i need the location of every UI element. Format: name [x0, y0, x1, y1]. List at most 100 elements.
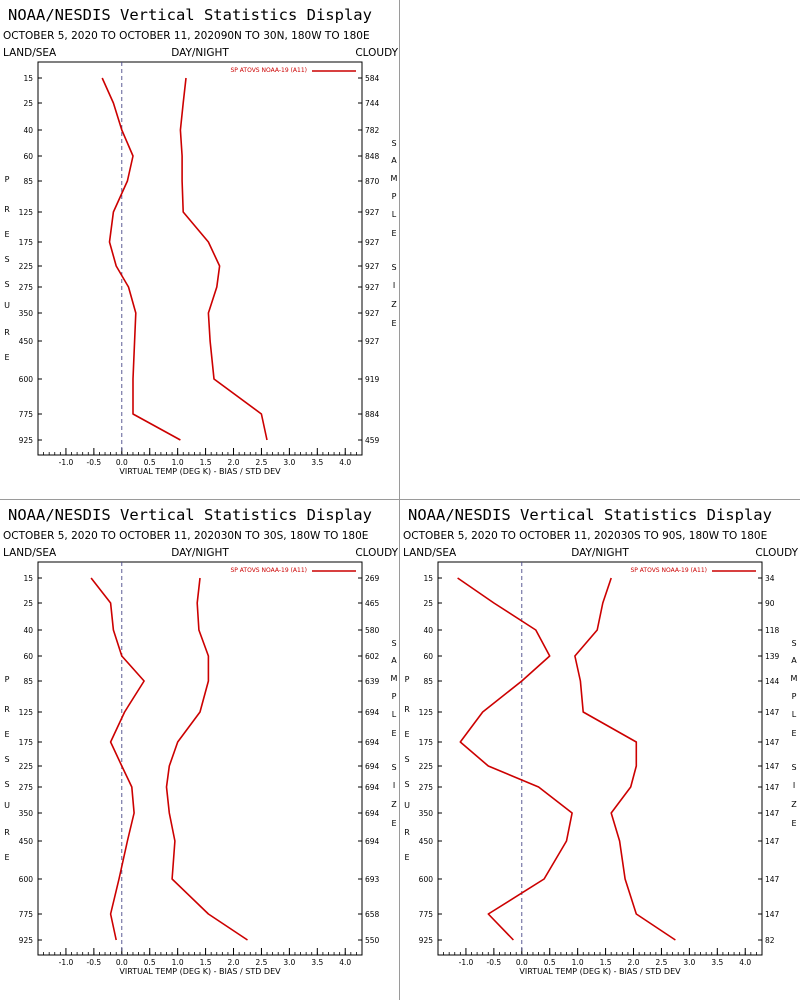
sample-size-label: 693 — [365, 875, 380, 884]
sample-size-label: 694 — [365, 809, 380, 818]
panel-divider-horizontal — [0, 499, 800, 500]
sample-size-label: 584 — [365, 74, 380, 83]
right-label-letter: A — [391, 656, 397, 665]
pressure-level-label: 60 — [423, 652, 433, 661]
sample-size-label: 658 — [365, 910, 380, 919]
pressure-level-label: 40 — [23, 626, 33, 635]
pressure-level-label: 925 — [19, 936, 34, 945]
x-tick-label: -0.5 — [87, 458, 102, 467]
ylabel-letter: S — [4, 280, 9, 289]
ylabel-letter: E — [4, 853, 9, 862]
sample-size-label: 459 — [365, 436, 380, 445]
sample-size-label: 118 — [765, 626, 780, 635]
ylabel-letter: P — [5, 675, 10, 684]
right-label-letter: S — [391, 263, 396, 272]
pressure-level-label: 15 — [23, 74, 33, 83]
x-tick-label: 3.0 — [283, 958, 295, 967]
pressure-level-label: 125 — [19, 708, 34, 717]
bias-series-line — [101, 77, 181, 441]
x-tick-label: 3.5 — [311, 958, 323, 967]
x-tick-label: 4.0 — [339, 958, 351, 967]
pressure-level-label: 85 — [23, 177, 33, 186]
pressure-level-label: 15 — [23, 574, 33, 583]
legend-label: SP ATOVS NOAA-19 (A11) — [230, 67, 307, 74]
sample-size-label: 144 — [765, 677, 780, 686]
ylabel-letter: E — [404, 730, 409, 739]
x-tick-label: 2.0 — [228, 458, 240, 467]
right-label-letter: I — [393, 781, 395, 790]
ylabel-letter: E — [4, 230, 9, 239]
plot-frame — [37, 561, 363, 956]
std-dev-series-line — [165, 577, 248, 941]
header-day-night: DAY/NIGHT — [171, 47, 229, 59]
pressure-level-label: 350 — [19, 809, 34, 818]
pressure-level-label: 775 — [419, 910, 434, 919]
right-label-letter: L — [392, 710, 397, 719]
bias-series-line — [90, 577, 145, 941]
sample-size-label: 147 — [765, 809, 780, 818]
pressure-level-label: 175 — [419, 738, 434, 747]
header-land-sea: LAND/SEA — [3, 47, 57, 59]
header-cloudy: CLOUDY — [355, 47, 398, 59]
subtitle-region: 30S TO 90S, 180W TO 180E — [621, 530, 768, 542]
x-tick-label: 2.5 — [255, 958, 267, 967]
sample-size-label: 870 — [365, 177, 380, 186]
x-tick-label: 3.5 — [311, 458, 323, 467]
x-tick-label: 0.0 — [116, 958, 128, 967]
x-tick-label: 0.5 — [544, 958, 556, 967]
sample-size-label: 550 — [365, 936, 380, 945]
sample-size-label: 147 — [765, 910, 780, 919]
vertical-stats-chart: NOAA/NESDIS Vertical Statistics Display O… — [3, 6, 399, 476]
right-label-letter: E — [391, 819, 396, 828]
right-label-letter: P — [392, 692, 397, 701]
pressure-level-label: 450 — [419, 837, 434, 846]
right-label-letter: P — [392, 192, 397, 201]
vertical-stats-panel-north: NOAA/NESDIS Vertical Statistics Display O… — [0, 0, 400, 500]
sample-size-label: 782 — [365, 126, 380, 135]
sample-size-label: 927 — [365, 309, 380, 318]
ylabel-letter: R — [404, 828, 410, 837]
sample-size-label: 139 — [765, 652, 780, 661]
x-tick-label: -1.0 — [59, 458, 74, 467]
sample-size-label: 919 — [365, 375, 380, 384]
right-label-letter: L — [392, 210, 397, 219]
legend-label: SP ATOVS NOAA-19 (A11) — [230, 567, 307, 574]
right-label-letter: P — [792, 692, 797, 701]
sample-size-label: 269 — [365, 574, 380, 583]
pressure-level-label: 275 — [19, 783, 34, 792]
header-cloudy: CLOUDY — [355, 547, 398, 559]
x-tick-label: 1.5 — [200, 458, 212, 467]
pressure-level-label: 450 — [19, 837, 34, 846]
sample-size-label: 694 — [365, 762, 380, 771]
right-label-letter: I — [393, 281, 395, 290]
right-label-letter: Z — [391, 800, 397, 809]
bias-series-line — [457, 577, 573, 941]
std-dev-series-line — [179, 77, 268, 441]
pressure-level-label: 775 — [19, 410, 34, 419]
x-tick-label: 1.0 — [572, 958, 584, 967]
right-label-letter: E — [391, 319, 396, 328]
ylabel-letter: U — [4, 801, 10, 810]
sample-size-label: 694 — [365, 783, 380, 792]
x-tick-label: 0.0 — [516, 958, 528, 967]
right-label-letter: E — [791, 729, 796, 738]
x-tick-label: 0.5 — [144, 458, 156, 467]
pressure-level-label: 60 — [23, 152, 33, 161]
sample-size-label: 927 — [365, 262, 380, 271]
header-cloudy: CLOUDY — [755, 547, 798, 559]
right-label-letter: M — [391, 174, 398, 183]
sample-size-label: 927 — [365, 238, 380, 247]
x-tick-label: -1.0 — [59, 958, 74, 967]
chart-subtitle: OCTOBER 5, 2020 TO OCTOBER 11, 202090N T… — [3, 30, 370, 42]
x-axis-label: VIRTUAL TEMP (DEG K) - BIAS / STD DEV — [119, 967, 281, 976]
sample-size-label: 927 — [365, 337, 380, 346]
sample-size-label: 694 — [365, 738, 380, 747]
chart-title: NOAA/NESDIS Vertical Statistics Display — [8, 6, 372, 24]
x-tick-label: 1.5 — [600, 958, 612, 967]
pressure-level-label: 600 — [19, 875, 34, 884]
x-tick-label: 1.5 — [200, 958, 212, 967]
vertical-stats-panel-south: NOAA/NESDIS Vertical Statistics Display O… — [400, 500, 800, 1000]
sample-size-label: 602 — [365, 652, 380, 661]
ylabel-letter: U — [4, 301, 10, 310]
ylabel-letter: R — [4, 205, 10, 214]
